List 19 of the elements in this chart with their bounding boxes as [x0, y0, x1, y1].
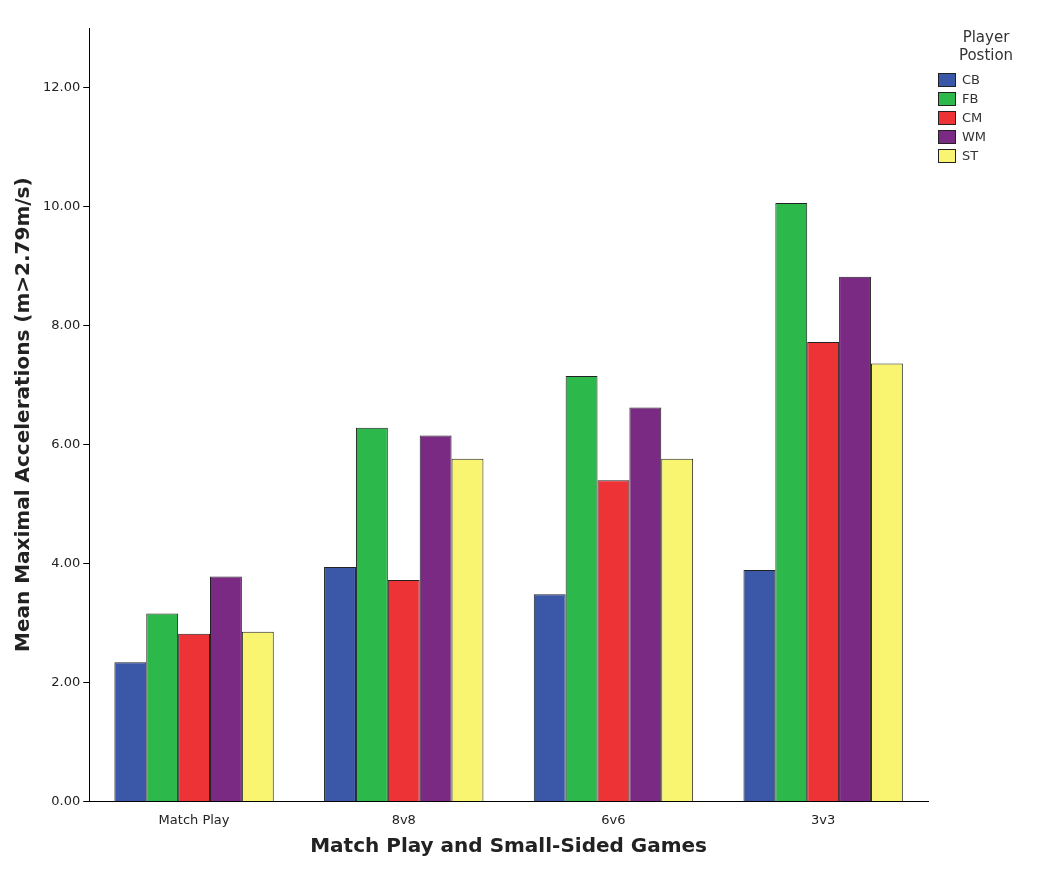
legend-label: FB: [962, 91, 979, 106]
y-tick-label: 12.00: [43, 78, 81, 94]
y-tick-label: 6.00: [51, 435, 81, 451]
y-axis-title: Mean Maximal Accelerations (m>2.79m/s): [10, 177, 35, 652]
legend-label: CB: [962, 72, 980, 87]
x-axis-title: Match Play and Small-Sided Games: [310, 833, 708, 858]
x-tick-label: 8v8: [391, 811, 416, 827]
legend-label: WM: [962, 129, 987, 144]
y-tick-label: 10.00: [43, 197, 81, 213]
x-tick-label: 6v6: [601, 811, 626, 827]
y-tick-label: 8.00: [51, 316, 81, 332]
y-tick-label: 4.00: [51, 554, 81, 570]
legend-label: CM: [962, 110, 983, 125]
y-tick-label: 0.00: [51, 792, 81, 808]
legend-label: ST: [962, 148, 979, 163]
x-tick-label: Match Play: [158, 811, 230, 827]
x-tick-label: 3v3: [811, 811, 836, 827]
legend-title: Player Postion: [957, 28, 1015, 64]
y-tick-label: 2.00: [51, 673, 81, 689]
